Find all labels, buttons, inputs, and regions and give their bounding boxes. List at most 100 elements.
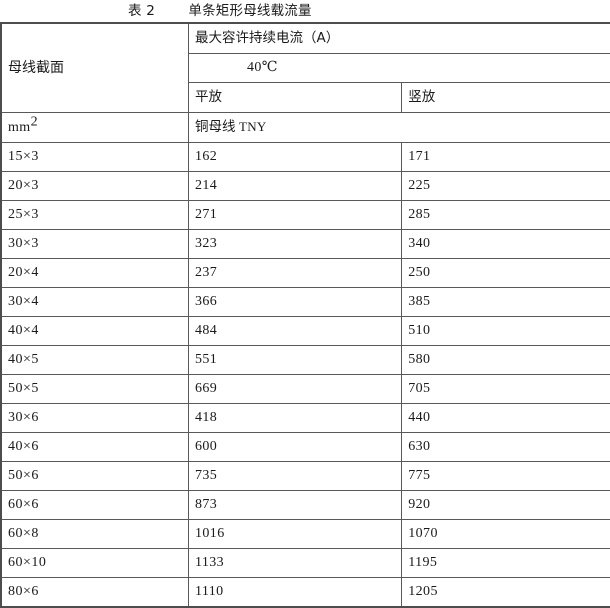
cell-ampacity-vertical: 630 bbox=[402, 433, 610, 462]
cell-busbar-size: 60×10 bbox=[1, 549, 189, 578]
cell-ampacity-vertical: 510 bbox=[402, 317, 610, 346]
busbar-size-label: 25×3 bbox=[8, 207, 39, 222]
ampacity-flat-value: 237 bbox=[195, 265, 217, 280]
cell-busbar-size: 30×6 bbox=[1, 404, 189, 433]
busbar-ampacity-table: 母线截面 最大容许持续电流（A） 40℃ 平放 竖放 bbox=[0, 22, 610, 608]
cell-ampacity-vertical: 1070 bbox=[402, 520, 610, 549]
ampacity-vertical-value: 705 bbox=[408, 381, 430, 396]
header-cell-current: 最大容许持续电流（A） bbox=[189, 23, 610, 54]
table-caption: 表 2 单条矩形母线载流量 bbox=[0, 0, 610, 22]
header-temperature-value: 40℃ bbox=[247, 60, 278, 75]
cell-ampacity-vertical: 385 bbox=[402, 288, 610, 317]
ampacity-vertical-value: 171 bbox=[408, 149, 430, 164]
cell-ampacity-vertical: 440 bbox=[402, 404, 610, 433]
ampacity-flat-value: 735 bbox=[195, 468, 217, 483]
header-cell-section: 母线截面 bbox=[1, 23, 189, 113]
table-row: 50×6 735 775 bbox=[1, 462, 610, 491]
cell-ampacity-flat: 418 bbox=[189, 404, 402, 433]
cell-busbar-size: 30×3 bbox=[1, 230, 189, 259]
ampacity-vertical-value: 385 bbox=[408, 294, 430, 309]
ampacity-vertical-value: 340 bbox=[408, 236, 430, 251]
cell-busbar-size: 20×3 bbox=[1, 172, 189, 201]
cell-ampacity-vertical: 171 bbox=[402, 143, 610, 172]
ampacity-flat-value: 484 bbox=[195, 323, 217, 338]
header-cell-orientation-flat: 平放 bbox=[189, 83, 402, 113]
cell-busbar-size: 80×6 bbox=[1, 578, 189, 608]
busbar-size-label: 60×10 bbox=[8, 555, 46, 570]
cell-ampacity-flat: 873 bbox=[189, 491, 402, 520]
header-orientation-vertical-label: 竖放 bbox=[408, 89, 435, 105]
table-row: 60×10 1133 1195 bbox=[1, 549, 610, 578]
cell-ampacity-flat: 1133 bbox=[189, 549, 402, 578]
header-cell-material: 铜母线 TNY bbox=[189, 113, 610, 143]
cell-ampacity-vertical: 920 bbox=[402, 491, 610, 520]
cell-busbar-size: 50×6 bbox=[1, 462, 189, 491]
ampacity-flat-value: 873 bbox=[195, 497, 217, 512]
ampacity-flat-value: 1110 bbox=[195, 584, 224, 599]
busbar-size-label: 20×4 bbox=[8, 265, 39, 280]
busbar-size-label: 50×5 bbox=[8, 381, 39, 396]
cell-ampacity-vertical: 775 bbox=[402, 462, 610, 491]
document-page: 表 2 单条矩形母线载流量 母线截面 最大容许持续电流（A） 40℃ 平放 bbox=[0, 0, 610, 591]
ampacity-vertical-value: 440 bbox=[408, 410, 430, 425]
ampacity-vertical-value: 1070 bbox=[408, 526, 438, 541]
cell-ampacity-vertical: 340 bbox=[402, 230, 610, 259]
caption-title: 单条矩形母线载流量 bbox=[188, 3, 311, 19]
cell-ampacity-flat: 271 bbox=[189, 201, 402, 230]
cell-ampacity-flat: 551 bbox=[189, 346, 402, 375]
table-row: 20×4 237 250 bbox=[1, 259, 610, 288]
ampacity-flat-value: 323 bbox=[195, 236, 217, 251]
cell-ampacity-flat: 1110 bbox=[189, 578, 402, 608]
ampacity-vertical-value: 630 bbox=[408, 439, 430, 454]
cell-busbar-size: 30×4 bbox=[1, 288, 189, 317]
busbar-size-label: 15×3 bbox=[8, 149, 39, 164]
busbar-size-label: 20×3 bbox=[8, 178, 39, 193]
cell-busbar-size: 40×4 bbox=[1, 317, 189, 346]
ampacity-flat-value: 1133 bbox=[195, 555, 224, 570]
cell-busbar-size: 25×3 bbox=[1, 201, 189, 230]
busbar-size-label: 50×6 bbox=[8, 468, 39, 483]
cell-ampacity-vertical: 250 bbox=[402, 259, 610, 288]
ampacity-flat-value: 1016 bbox=[195, 526, 225, 541]
ampacity-vertical-value: 510 bbox=[408, 323, 430, 338]
cell-ampacity-vertical: 1195 bbox=[402, 549, 610, 578]
cell-busbar-size: 40×5 bbox=[1, 346, 189, 375]
busbar-size-label: 30×6 bbox=[8, 410, 39, 425]
busbar-size-label: 40×4 bbox=[8, 323, 39, 338]
ampacity-vertical-value: 225 bbox=[408, 178, 430, 193]
ampacity-vertical-value: 580 bbox=[408, 352, 430, 367]
material-name-label: 铜母线 bbox=[195, 119, 236, 135]
table-row: 30×3 323 340 bbox=[1, 230, 610, 259]
table-row: 40×4 484 510 bbox=[1, 317, 610, 346]
busbar-size-label: 40×5 bbox=[8, 352, 39, 367]
unit-exponent-label: 2 bbox=[31, 114, 38, 129]
cell-ampacity-vertical: 285 bbox=[402, 201, 610, 230]
caption-number: 表 2 bbox=[128, 3, 155, 19]
cell-busbar-size: 60×8 bbox=[1, 520, 189, 549]
cell-busbar-size: 20×4 bbox=[1, 259, 189, 288]
cell-ampacity-flat: 366 bbox=[189, 288, 402, 317]
cell-busbar-size: 50×5 bbox=[1, 375, 189, 404]
table-row: 60×8 1016 1070 bbox=[1, 520, 610, 549]
cell-ampacity-flat: 669 bbox=[189, 375, 402, 404]
header-cell-orientation-vertical: 竖放 bbox=[402, 83, 610, 113]
cell-ampacity-flat: 323 bbox=[189, 230, 402, 259]
cell-ampacity-flat: 237 bbox=[189, 259, 402, 288]
busbar-size-label: 60×8 bbox=[8, 526, 39, 541]
cell-busbar-size: 15×3 bbox=[1, 143, 189, 172]
cell-ampacity-flat: 735 bbox=[189, 462, 402, 491]
ampacity-vertical-value: 285 bbox=[408, 207, 430, 222]
table-row: 30×6 418 440 bbox=[1, 404, 610, 433]
material-code-label: TNY bbox=[239, 119, 267, 134]
table-body: 母线截面 最大容许持续电流（A） 40℃ 平放 竖放 bbox=[1, 23, 610, 143]
table-header-row-1: 母线截面 最大容许持续电流（A） bbox=[1, 23, 610, 54]
busbar-size-label: 30×3 bbox=[8, 236, 39, 251]
ampacity-flat-value: 669 bbox=[195, 381, 217, 396]
busbar-size-label: 80×6 bbox=[8, 584, 39, 599]
cell-ampacity-flat: 484 bbox=[189, 317, 402, 346]
